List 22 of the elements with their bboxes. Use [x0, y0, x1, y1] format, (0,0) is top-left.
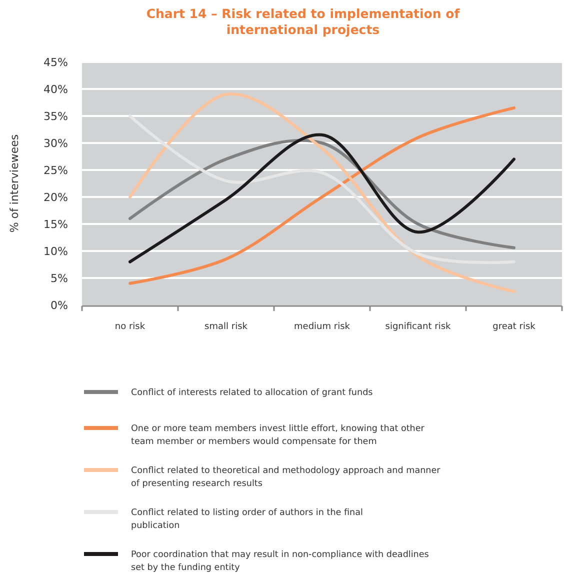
x-tick-label: small risk	[204, 322, 248, 332]
y-tick-label: 0%	[50, 299, 68, 312]
y-tick-label: 40%	[44, 83, 68, 96]
y-axis-title: % of interviewees	[8, 134, 21, 233]
x-tick-label: great risk	[492, 322, 536, 332]
legend-label: One or more team members invest little effort, knowing that other team member or members would compensate for them	[131, 424, 425, 447]
x-tick-label: no risk	[114, 322, 146, 332]
y-tick-label: 20%	[44, 191, 68, 204]
y-tick-label: 25%	[44, 164, 68, 177]
y-tick-label: 5%	[50, 272, 68, 285]
legend-label: Conflict related to theoretical and methodology approach and manner of presenting research results	[131, 466, 441, 489]
x-tick-label: significant risk	[385, 322, 452, 332]
y-tick-label: 30%	[44, 137, 68, 150]
legend-label: Conflict related to listing order of authors in the final publication	[131, 508, 363, 531]
chart-title: Chart 14 – Risk related to implementation of international projects	[146, 6, 460, 37]
y-tick-label: 45%	[44, 56, 68, 69]
x-tick-label: medium risk	[294, 322, 351, 332]
legend-label: Poor coordination that may result in non-compliance with deadlines set by the funding entity	[131, 550, 430, 573]
y-tick-label: 35%	[44, 110, 68, 123]
y-tick-label: 10%	[44, 245, 68, 258]
legend-label: Conflict of interests related to allocation of grant funds	[131, 388, 374, 398]
y-tick-label: 15%	[44, 218, 68, 231]
